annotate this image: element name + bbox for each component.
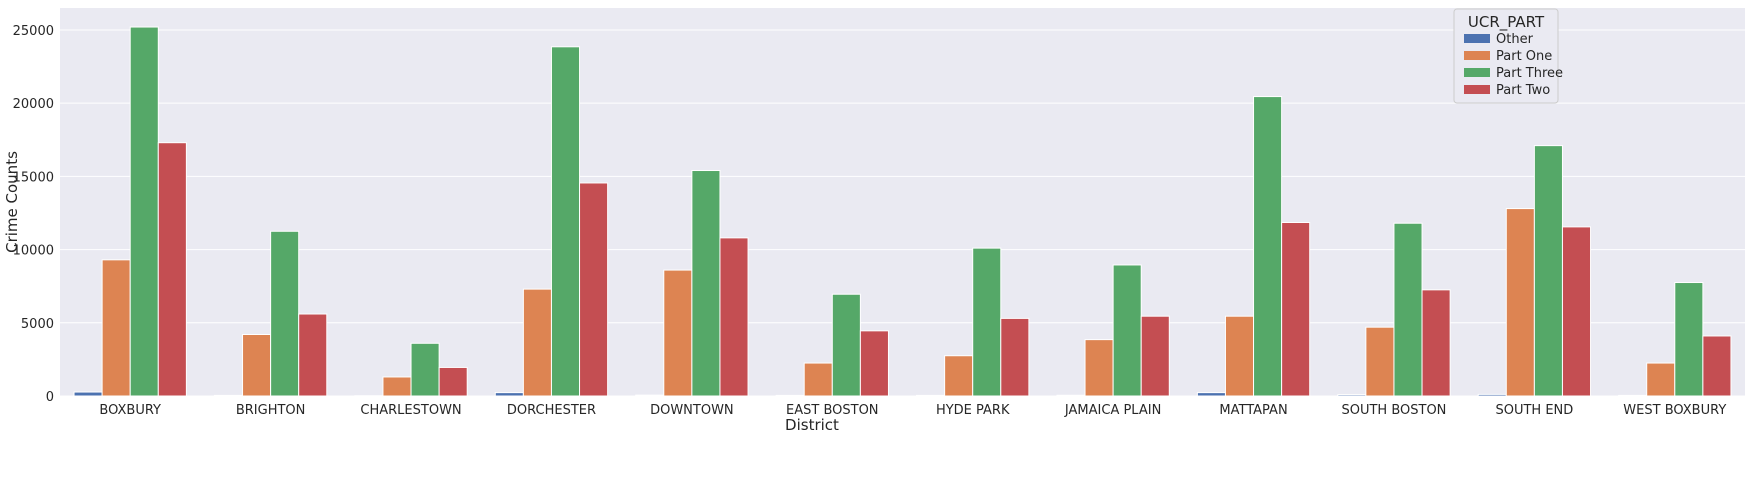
bar [635,394,665,397]
y-axis-title: Crime Counts [3,151,21,253]
bars [73,26,1732,397]
bar [944,355,974,397]
legend-label: Part One [1496,49,1552,64]
bar [494,392,524,397]
legend: UCR_PART Other Part One Part Three Part Two [1453,8,1563,104]
legend-swatch [1464,51,1490,60]
bar [1421,289,1451,397]
y-tick-labels: 0 5000 10000 15000 20000 25000 [13,24,54,405]
x-tick-label: DOWNTOWN [650,403,734,418]
bar [916,394,946,397]
bar [101,259,131,397]
x-tick-label: JAMAICA PLAIN [1064,403,1161,418]
x-tick-label: CHARLESTOWN [360,403,461,418]
x-tick-label: HYDE PARK [936,403,1010,418]
y-tick-label: 5000 [21,317,54,332]
bar [831,293,861,397]
bar [1561,226,1592,397]
bar [859,330,889,397]
bar [129,26,159,397]
bar [242,334,272,397]
bar [438,366,468,397]
bar [1618,394,1648,397]
bar [522,288,552,397]
x-tick-label: EAST BOSTON [786,403,879,418]
bar [382,376,412,397]
bar [1112,264,1142,397]
legend-title: UCR_PART [1468,13,1545,32]
bar [1533,145,1563,397]
bar [298,313,328,397]
bar [1477,393,1507,397]
bar [1000,317,1030,397]
bar [1281,221,1311,397]
bar [691,170,721,397]
legend-box [1453,8,1559,104]
bar [1056,394,1086,397]
bar [1646,362,1676,397]
x-tick-label: MATTAPAN [1219,403,1287,418]
bar [270,230,300,397]
y-tick-label: 10000 [13,244,54,259]
legend-label: Part Two [1496,83,1550,98]
x-tick-label: WEST BOXBURY [1623,403,1726,418]
x-tick-label: DORCHESTER [507,403,596,418]
legend-label: Other [1496,32,1534,47]
y-tick-label: 20000 [13,97,54,112]
bar [719,237,749,397]
bar [157,142,187,397]
bar [410,342,440,397]
bar [579,182,609,397]
x-tick-label: SOUTH BOSTON [1341,403,1446,418]
bar [663,269,693,397]
y-tick-label: 0 [46,390,54,405]
bar [1253,96,1283,397]
legend-swatch [1464,85,1490,94]
x-tick-label: BRIGHTON [236,403,306,418]
bar [1365,326,1395,397]
legend-swatch [1464,34,1490,43]
bar [1505,208,1535,397]
bar [1337,394,1367,397]
bar [972,247,1002,397]
bar [550,46,581,397]
y-tick-label: 25000 [13,24,54,39]
bar [803,362,833,397]
x-tick-labels: BOXBURY BRIGHTON CHARLESTOWN DORCHESTER DOWN… [99,403,1726,418]
legend-swatch [1464,68,1490,77]
bar [1140,315,1170,397]
bar [73,391,103,397]
bar [775,394,805,397]
bar [1702,335,1732,397]
bar [1196,392,1226,397]
bar [1224,315,1255,397]
legend-label: Part Three [1496,66,1563,81]
bar [1674,282,1704,397]
x-axis-title: District [785,416,839,434]
bar [1393,222,1423,397]
x-tick-label: SOUTH END [1495,403,1573,418]
bar [1084,339,1114,397]
y-tick-label: 15000 [13,170,54,185]
bar [213,394,244,397]
x-tick-label: BOXBURY [99,403,161,418]
